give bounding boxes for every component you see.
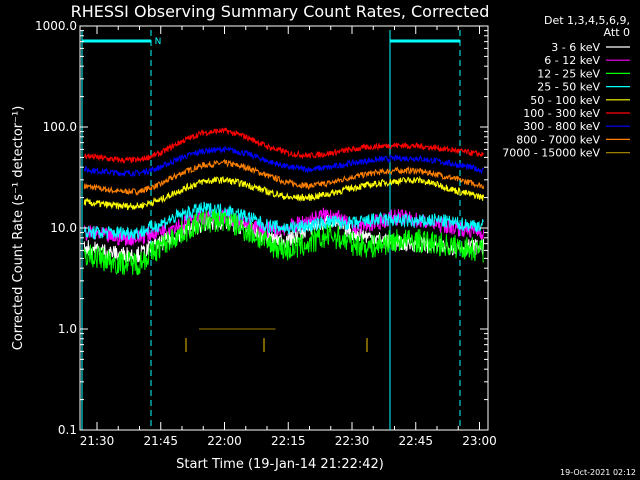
legend-label: 800 - 7000 keV <box>516 133 600 146</box>
series-line <box>83 175 485 211</box>
x-tick-label: 23:00 <box>462 434 497 448</box>
y-tick-label: 1000.0 <box>35 19 77 33</box>
series-line <box>83 201 484 241</box>
timestamp-label: 19-Oct-2021 02:12 <box>560 468 636 477</box>
legend-label: 3 - 6 keV <box>551 41 600 54</box>
y-axis-label: Corrected Count Rate (s⁻¹ detector⁻¹) <box>11 106 26 351</box>
legend-header-line1: Det 1,3,4,5,6,9, <box>544 14 630 27</box>
legend-label: 12 - 25 keV <box>537 67 600 80</box>
x-tick-label: 22:15 <box>271 434 306 448</box>
series-line <box>83 145 484 177</box>
chart-title: RHESSI Observing Summary Count Rates, Co… <box>71 2 490 21</box>
x-axis-label: Start Time (19-Jan-14 21:22:42) <box>176 457 384 472</box>
legend-label: 50 - 100 keV <box>530 94 600 107</box>
x-tick-label: 22:45 <box>398 434 433 448</box>
legend-label: 6 - 12 keV <box>544 54 600 67</box>
axis-ticks: 0.1 1.0 10.0 100.0 1000.0 21:30 21:45 22:00 22:1… <box>35 19 497 448</box>
x-tick-label: 22:30 <box>335 434 370 448</box>
y-tick-label: 10.0 <box>50 221 77 235</box>
legend-label: 100 - 300 keV <box>523 107 600 120</box>
y-tick-label: 0.1 <box>58 423 77 437</box>
legend-label: 7000 - 15000 keV <box>502 147 600 160</box>
x-tick-label: 22:00 <box>207 434 242 448</box>
y-tick-label: 1.0 <box>58 322 77 336</box>
legend-label: 25 - 50 keV <box>537 81 600 94</box>
legend-header-line2: Att 0 <box>604 26 630 39</box>
y-tick-label: 100.0 <box>43 120 77 134</box>
series-line <box>83 126 484 165</box>
annotation-n: N <box>155 37 162 47</box>
series-line <box>83 158 485 196</box>
x-tick-label: 21:45 <box>143 434 178 448</box>
legend-label: 300 - 800 keV <box>523 120 600 133</box>
series-line <box>83 209 484 276</box>
x-tick-label: 21:30 <box>80 434 115 448</box>
